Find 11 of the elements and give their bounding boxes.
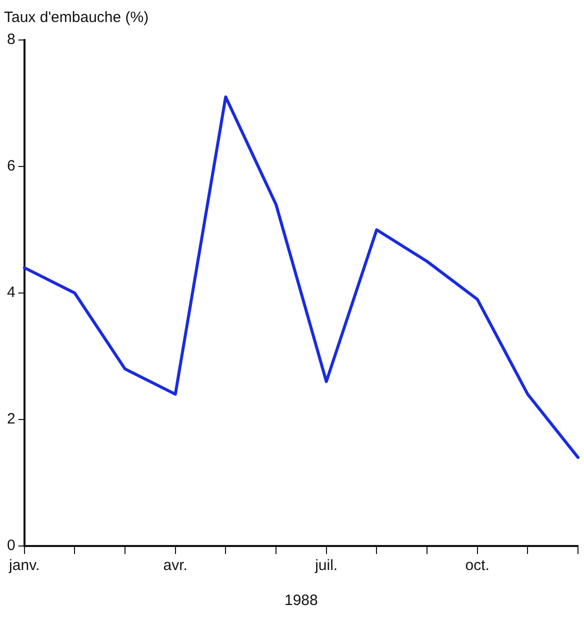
y-tick-label: 2 xyxy=(7,410,16,428)
y-tick-label: 0 xyxy=(7,537,16,554)
x-axis-title: 1988 xyxy=(284,592,318,610)
y-tick-label: 8 xyxy=(7,31,16,48)
x-tick-label: janv. xyxy=(8,557,40,574)
y-tick-label: 4 xyxy=(7,284,16,302)
y-tick-label: 6 xyxy=(7,158,16,175)
y-axis-title: Taux d'embauche (%) xyxy=(4,9,149,26)
x-tick-label: juil. xyxy=(314,557,338,574)
x-tick-label: oct. xyxy=(465,557,490,574)
x-tick-label: avr. xyxy=(163,557,188,574)
